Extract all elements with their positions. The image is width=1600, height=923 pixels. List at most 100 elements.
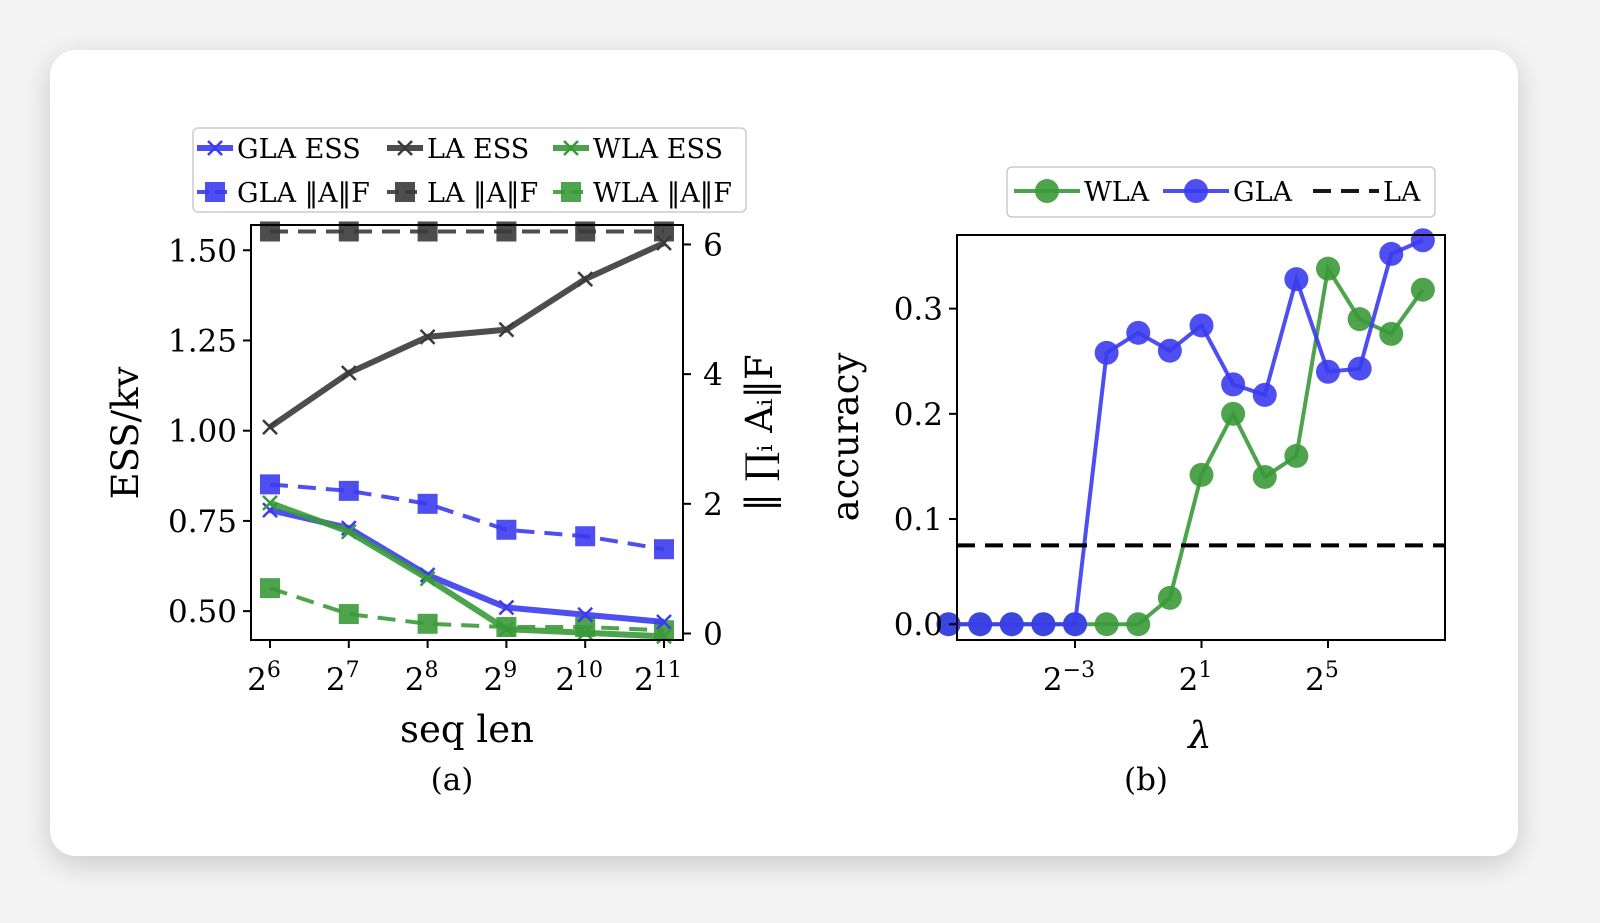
x-tick-label: 21 [1179,658,1213,698]
series-line [269,586,665,633]
data-point [260,578,280,599]
data-point [1347,307,1372,332]
data-point [1063,612,1087,637]
data-point [340,365,357,381]
x-tick-label: 211 [634,658,682,698]
series-line [948,238,1424,627]
legend-marker [395,182,415,202]
legend-item: GLA ‖A‖F [197,178,370,209]
data-point [417,613,438,634]
data-point [496,519,517,540]
legend-a: GLA ESS LA ESS WLA ESS GLA ‖A‖F LA ‖A‖F WLA ‖… [192,127,747,213]
data-point [338,480,359,501]
y-tick-label: 1.50 [168,233,237,269]
y-axis-label: accuracy [824,353,867,522]
data-point [1221,401,1246,426]
series-gla-a-f [260,474,674,560]
y-tick-label: 1.00 [168,414,237,450]
y2-tick-label: 4 [703,357,723,393]
data-point [262,494,278,511]
y-tick-label: 0.0 [894,607,943,643]
series-wla-a-f [260,578,674,641]
data-point [262,419,278,435]
series-line [268,240,666,430]
y2-axis-label: ‖ ∏ᵢ Aᵢ‖F [738,354,781,511]
data-point [1094,612,1119,637]
caption-b: (b) [1124,762,1168,798]
series-wla [936,256,1435,637]
y-tick-label: 0.50 [168,594,237,630]
data-point [496,221,517,242]
caption-a: (a) [431,762,474,798]
x-tick-label: 27 [326,658,360,698]
legend-marker [397,140,413,156]
legend-label: WLA [1084,177,1150,208]
y2-tick-label: 2 [703,487,723,523]
data-point [1284,443,1309,468]
data-point [1379,321,1404,346]
y-tick-label: 1.25 [168,323,237,359]
y-tick-label: 0.1 [894,502,943,538]
data-point [999,612,1024,637]
data-point [1126,612,1151,637]
data-point [260,221,280,242]
legend-item: GLA [1163,177,1292,208]
y-tick-label: 0.3 [894,292,943,328]
x-tick-label: 2−3 [1043,658,1095,698]
legend-marker [561,182,581,202]
x-tick-label: 26 [247,658,281,698]
legend-item: LA ‖A‖F [387,178,538,209]
legend-label: GLA ESS [237,134,361,165]
legend-label: LA [1383,177,1421,208]
data-point [1094,340,1119,365]
data-point [419,328,436,345]
legend-label: GLA [1233,177,1292,208]
legend-frame [192,127,747,213]
data-point [498,621,515,638]
data-point [417,221,438,242]
series-la-ess [262,235,672,435]
legend-label: WLA ‖A‖F [593,178,732,209]
y2-tick-label: 6 [703,227,723,263]
data-point [498,321,515,338]
legend-item: WLA [1014,177,1150,208]
data-point [1126,320,1151,345]
x-tick-label: 29 [484,658,518,698]
data-point [260,474,280,495]
chart-b: 0.0 0.1 0.2 0.3 2−3 21 25 λ accuracy (b) WLA GLA LA [824,166,1446,798]
series-gla [936,228,1435,637]
series-wla-ess [262,494,672,645]
data-point [1031,612,1056,637]
data-point [498,599,515,616]
series-line [268,500,665,640]
legend-item: WLA ESS [553,134,723,165]
plot-frame-a [250,224,684,641]
legend-marker [207,140,223,156]
legend-item: LA ESS [387,134,529,165]
data-point [417,493,438,514]
data-point [656,628,672,645]
legend-item: LA [1313,177,1421,208]
legend-label: GLA ‖A‖F [237,178,370,209]
legend-item: WLA ‖A‖F [553,178,732,209]
x-tick-label: 210 [555,658,603,698]
data-point [1284,267,1309,292]
data-point [575,221,596,242]
legend-marker [1035,179,1059,203]
plot-frame-b [956,234,1446,641]
data-point [936,612,961,637]
legend-marker [205,182,225,202]
data-point [1252,382,1277,407]
data-point [1410,228,1435,253]
data-point [1221,372,1246,397]
y2-tick-label: 0 [703,617,723,653]
series-line [269,482,665,552]
legend-b: WLA GLA LA [1006,166,1436,218]
data-point [1410,277,1435,302]
data-point [1347,356,1372,381]
legend-marker [563,140,579,156]
data-point [577,624,594,641]
x-axis-label: λ [1186,714,1211,757]
data-point [577,271,594,288]
x-tick-label: 28 [405,658,439,698]
